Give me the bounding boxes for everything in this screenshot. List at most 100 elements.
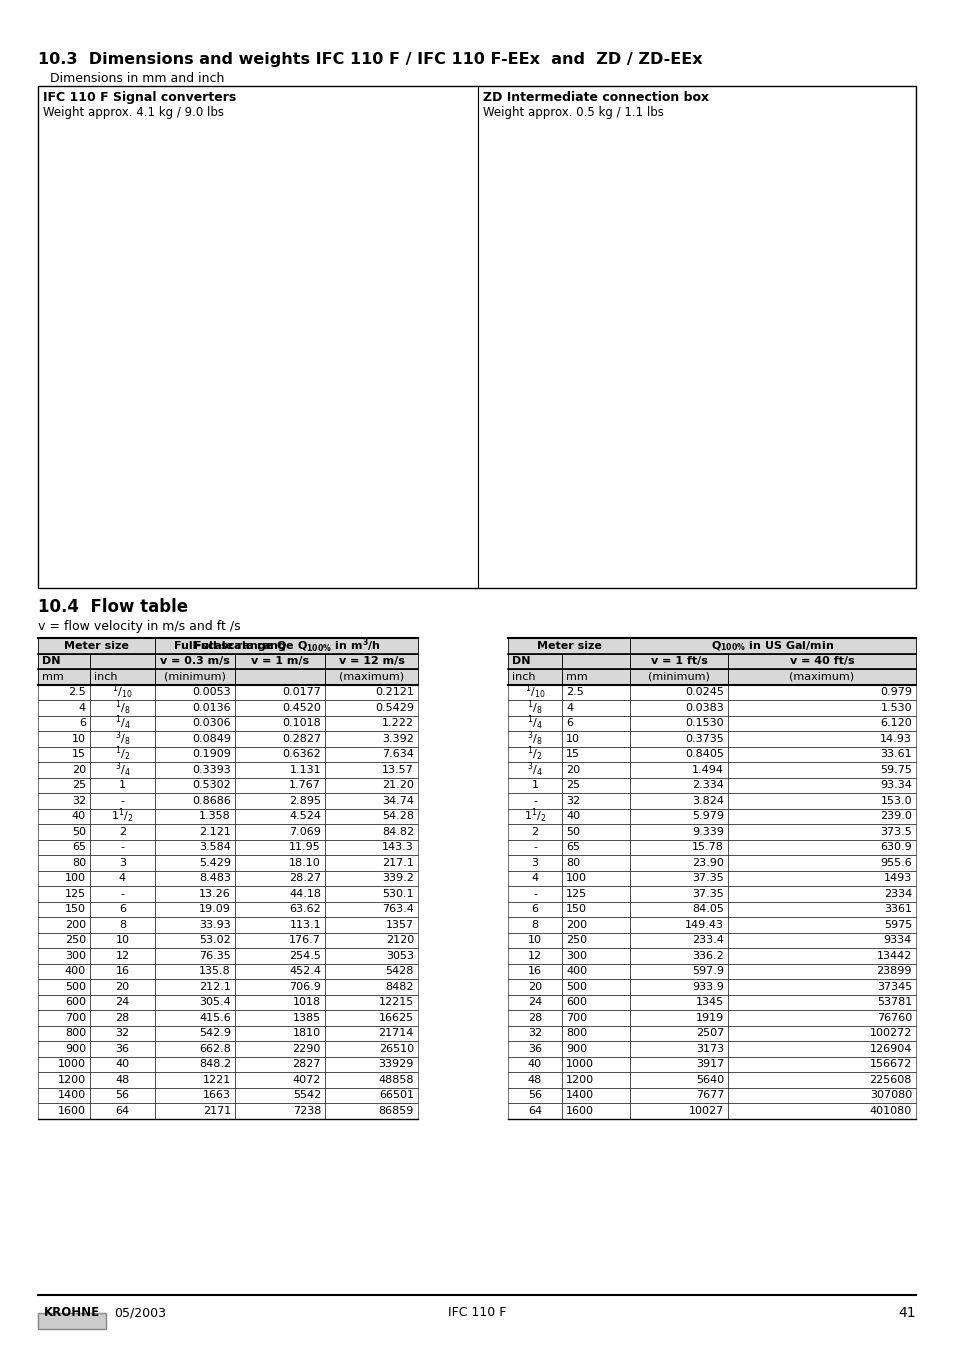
Bar	[154, 917, 234, 933]
Text: 1493: 1493	[882, 873, 911, 883]
Text: 53.02: 53.02	[199, 936, 231, 945]
Text: 26510: 26510	[378, 1044, 414, 1054]
Text: v = 1 m/s: v = 1 m/s	[251, 656, 309, 667]
Text: $^3/_4$: $^3/_4$	[527, 760, 542, 779]
Text: 1.494: 1.494	[691, 765, 723, 775]
Bar	[90, 902, 154, 917]
Bar	[234, 917, 325, 933]
Bar	[629, 638, 915, 653]
Bar	[90, 778, 154, 793]
Bar	[325, 1103, 417, 1119]
Bar	[727, 870, 915, 885]
Bar	[234, 1025, 325, 1042]
Bar	[727, 716, 915, 731]
Text: 176.7: 176.7	[289, 936, 320, 945]
Text: (maximum): (maximum)	[338, 672, 404, 682]
Bar	[325, 839, 417, 856]
Bar	[90, 808, 154, 824]
Bar	[507, 933, 561, 948]
Bar	[727, 669, 915, 684]
Text: 3361: 3361	[883, 904, 911, 914]
Bar	[154, 948, 234, 963]
Bar	[561, 808, 629, 824]
Bar	[154, 669, 234, 684]
Text: 0.2827: 0.2827	[281, 733, 320, 744]
Text: 125: 125	[565, 888, 586, 899]
Text: 401080: 401080	[869, 1105, 911, 1116]
Bar	[154, 716, 234, 731]
Text: 3917: 3917	[695, 1059, 723, 1069]
Bar	[561, 933, 629, 948]
Bar	[561, 902, 629, 917]
Text: 32: 32	[565, 796, 579, 805]
Bar	[561, 793, 629, 808]
Bar	[629, 870, 727, 885]
Text: 48: 48	[115, 1074, 130, 1085]
Text: Meter size: Meter size	[536, 641, 600, 650]
Bar	[727, 948, 915, 963]
Text: 28: 28	[527, 1013, 541, 1023]
Text: 25: 25	[71, 781, 86, 790]
Bar	[629, 933, 727, 948]
Bar	[727, 885, 915, 902]
Text: $^1/_{10}$: $^1/_{10}$	[524, 683, 545, 702]
Text: 156672: 156672	[869, 1059, 911, 1069]
Bar	[90, 885, 154, 902]
Text: 1.358: 1.358	[199, 811, 231, 822]
Text: 597.9: 597.9	[691, 967, 723, 976]
Text: (minimum): (minimum)	[164, 672, 226, 682]
Bar	[90, 1057, 154, 1071]
Bar	[325, 902, 417, 917]
Bar	[234, 778, 325, 793]
Text: 12: 12	[527, 951, 541, 960]
Text: Meter size: Meter size	[64, 641, 129, 650]
Bar	[325, 1010, 417, 1025]
Bar	[234, 1071, 325, 1088]
Bar	[325, 933, 417, 948]
Text: 28.27: 28.27	[289, 873, 320, 883]
Bar	[727, 1025, 915, 1042]
Text: 6: 6	[531, 904, 537, 914]
Text: 706.9: 706.9	[289, 982, 320, 991]
Bar	[629, 808, 727, 824]
Text: 400: 400	[65, 967, 86, 976]
Bar	[507, 747, 561, 762]
Bar	[38, 933, 90, 948]
Text: 50: 50	[565, 827, 579, 837]
Text: v = 1 ft/s: v = 1 ft/s	[650, 656, 707, 667]
Text: DN: DN	[42, 656, 60, 667]
Text: 10: 10	[527, 936, 541, 945]
Text: 153.0: 153.0	[880, 796, 911, 805]
Text: 452.4: 452.4	[289, 967, 320, 976]
Bar	[325, 885, 417, 902]
Bar	[38, 1088, 90, 1103]
Text: 1018: 1018	[293, 997, 320, 1008]
Bar	[90, 933, 154, 948]
Text: 1663: 1663	[203, 1090, 231, 1100]
Bar	[727, 902, 915, 917]
Text: 15: 15	[71, 750, 86, 759]
Bar	[234, 994, 325, 1010]
Text: 0.0136: 0.0136	[193, 702, 231, 713]
Bar	[234, 747, 325, 762]
Bar	[325, 963, 417, 979]
Text: 225608: 225608	[869, 1074, 911, 1085]
Bar	[38, 653, 90, 669]
Bar	[154, 778, 234, 793]
Text: 900: 900	[65, 1044, 86, 1054]
Bar	[629, 979, 727, 994]
Text: 19.09: 19.09	[199, 904, 231, 914]
Bar	[38, 885, 90, 902]
Text: 5975: 5975	[882, 919, 911, 930]
Text: 23899: 23899	[876, 967, 911, 976]
Bar	[507, 917, 561, 933]
Text: 32: 32	[115, 1028, 130, 1039]
Bar	[507, 824, 561, 839]
Text: 37.35: 37.35	[692, 888, 723, 899]
Bar	[234, 684, 325, 699]
Text: 12: 12	[115, 951, 130, 960]
Text: 1.222: 1.222	[381, 718, 414, 728]
Text: 150: 150	[65, 904, 86, 914]
Text: 80: 80	[71, 858, 86, 868]
Text: 16: 16	[115, 967, 130, 976]
